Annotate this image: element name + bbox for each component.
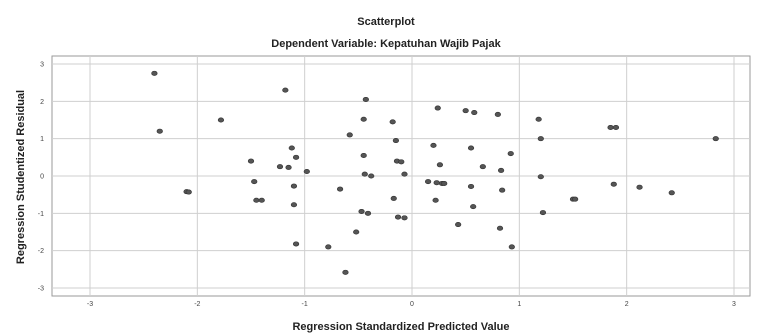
scatter-point <box>636 184 643 190</box>
scatter-point <box>346 132 353 138</box>
scatter-point <box>401 215 408 221</box>
scatter-point <box>430 142 437 148</box>
tick-labels: -3 -2 -1 0 1 2 3 -3 -2 -1 0 1 2 3 <box>38 62 736 309</box>
scatter-point <box>390 195 397 201</box>
scatter-point <box>368 173 375 179</box>
grid-lines <box>52 56 750 296</box>
scatter-point <box>362 96 369 102</box>
scatter-point <box>360 152 367 158</box>
scatter-point <box>247 158 255 164</box>
scatter-point <box>537 136 544 142</box>
scatter-point <box>282 87 289 93</box>
x-tick-label: 3 <box>732 301 736 308</box>
scatter-point <box>537 174 544 180</box>
scatter-point <box>342 269 349 275</box>
scatter-point <box>185 189 192 195</box>
scatter-point <box>436 162 444 168</box>
scatter-point <box>433 180 440 186</box>
scatter-point <box>497 167 505 173</box>
scatter-point <box>539 210 547 216</box>
scatter-point <box>253 197 260 203</box>
scatter-point <box>425 179 432 185</box>
x-tick-label: -1 <box>302 301 308 308</box>
scatter-point <box>288 145 295 151</box>
scatter-point <box>290 202 298 208</box>
scatter-point <box>479 164 486 170</box>
y-tick-label: 1 <box>40 136 44 143</box>
y-tick-label: -1 <box>38 211 44 218</box>
scatter-point <box>258 197 265 203</box>
scatter-point <box>610 181 617 187</box>
scatter-point <box>292 154 300 160</box>
scatter-point <box>607 124 614 130</box>
scatter-point <box>668 190 675 196</box>
scatter-point <box>353 229 360 235</box>
x-tick-label: 1 <box>517 301 521 308</box>
scatter-point <box>156 128 163 134</box>
x-axis-label: Regression Standardized Predicted Value <box>292 321 509 333</box>
scatter-point <box>398 159 405 165</box>
y-axis-label: Regression Studentized Residual <box>15 90 27 264</box>
y-tick-label: 3 <box>40 62 44 69</box>
scatter-point <box>303 169 310 175</box>
scatter-point <box>336 186 344 192</box>
scatter-point <box>496 225 504 231</box>
scatter-point <box>535 116 542 122</box>
scatter-point <box>394 214 402 220</box>
y-tick-label: -2 <box>38 248 44 255</box>
y-tick-label: -3 <box>38 286 44 293</box>
x-tick-label: 2 <box>625 301 629 308</box>
scatter-point <box>467 183 475 189</box>
scatter-point <box>360 116 367 122</box>
scatter-point <box>292 241 300 247</box>
scatter-point <box>389 119 396 125</box>
scatter-point <box>462 108 469 114</box>
scatter-point <box>572 196 579 202</box>
scatter-point <box>364 210 372 216</box>
y-tick-label: 2 <box>40 99 44 106</box>
scatter-point <box>494 111 501 117</box>
scatter-point <box>401 171 408 177</box>
scatter-point <box>441 180 448 186</box>
scatter-point <box>358 208 365 214</box>
scatter-point <box>612 124 620 130</box>
scatter-point <box>432 197 439 203</box>
x-tick-label: -2 <box>194 301 200 308</box>
data-points <box>151 70 719 275</box>
scatter-point <box>499 187 506 193</box>
x-tick-label: -3 <box>87 301 93 308</box>
scatter-point <box>455 222 462 228</box>
x-tick-label: 0 <box>410 301 414 308</box>
scatter-point <box>276 164 284 170</box>
scatter-point <box>217 117 225 123</box>
scatter-point <box>392 138 400 144</box>
scatter-point <box>507 151 514 157</box>
scatter-point <box>361 171 368 177</box>
y-tick-label: 0 <box>40 174 44 181</box>
chart-title: Scatterplot <box>357 16 415 28</box>
scatter-point <box>434 105 441 111</box>
scatter-point <box>325 244 332 250</box>
scatter-point <box>290 183 298 189</box>
scatter-point <box>470 204 477 210</box>
scatter-point <box>712 136 719 142</box>
scatter-point <box>508 244 515 250</box>
scatter-point <box>151 70 158 76</box>
chart-subtitle: Dependent Variable: Kepatuhan Wajib Paja… <box>271 38 501 50</box>
scatter-point <box>467 145 475 151</box>
scatter-point <box>251 179 258 185</box>
scatter-point <box>285 164 292 170</box>
scatter-point <box>471 110 478 116</box>
